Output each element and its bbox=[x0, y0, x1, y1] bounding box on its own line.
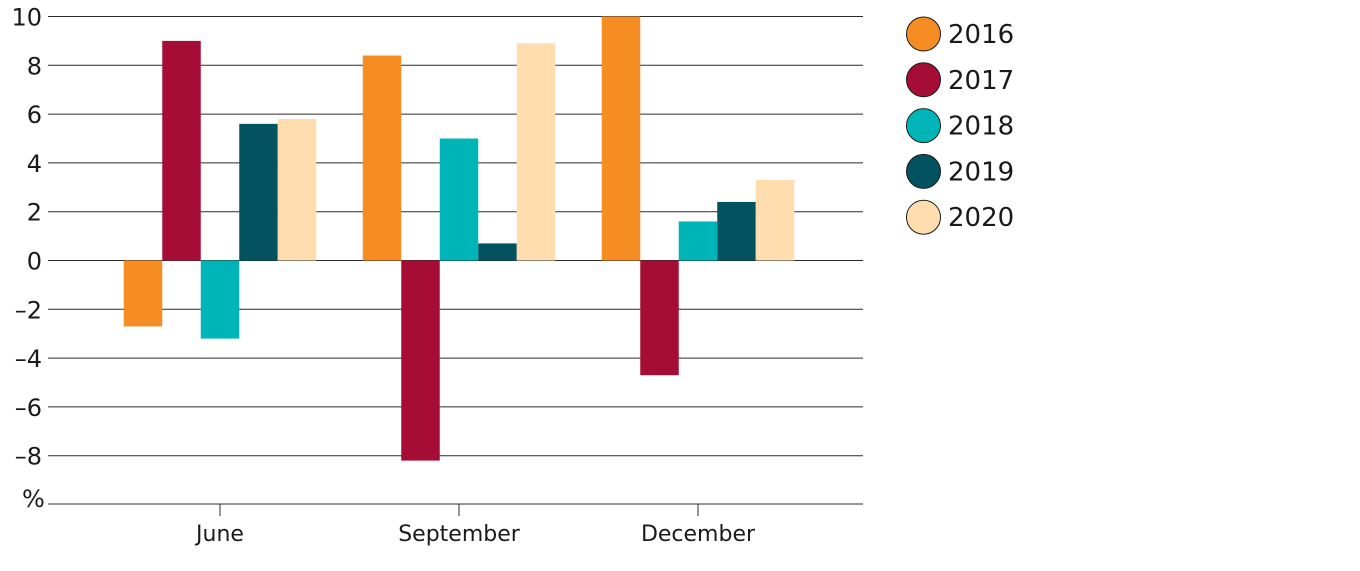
y-tick-label: –6 bbox=[15, 394, 42, 422]
category-labels: June September December bbox=[194, 522, 756, 547]
legend-swatch bbox=[906, 199, 941, 235]
bar-2020-september bbox=[516, 43, 556, 261]
bar-2020-december bbox=[755, 179, 795, 261]
y-tick-label: –4 bbox=[15, 345, 42, 373]
y-tick-label: 6 bbox=[27, 101, 42, 129]
category-label: December bbox=[641, 522, 756, 547]
category-label: June bbox=[194, 522, 244, 547]
bar-2017-december bbox=[640, 260, 679, 376]
bars bbox=[123, 16, 795, 461]
y-tick-label: –8 bbox=[15, 443, 42, 471]
category-label: September bbox=[398, 522, 521, 547]
legend-swatch bbox=[906, 153, 941, 189]
y-tick-label: –2 bbox=[15, 296, 42, 324]
legend-label: 2020 bbox=[948, 203, 1014, 233]
bar-2019-june bbox=[239, 123, 278, 261]
legend-label: 2016 bbox=[948, 20, 1014, 50]
legend-swatch bbox=[906, 16, 941, 52]
bar-2019-december bbox=[717, 201, 756, 261]
bar-2018-december bbox=[678, 221, 718, 261]
legend-swatch bbox=[906, 62, 941, 98]
legend: 2016 2017 2018 2019 2020 bbox=[906, 16, 1014, 235]
y-tick-labels: 10 8 6 4 2 0 –2 –4 –6 –8 bbox=[11, 4, 42, 471]
legend-label: 2018 bbox=[948, 112, 1014, 142]
bar-2016-june bbox=[123, 260, 163, 327]
y-tick-label: 2 bbox=[27, 199, 42, 227]
y-tick-label: 4 bbox=[27, 150, 42, 178]
bar-2016-december bbox=[601, 16, 641, 261]
bar-2017-september bbox=[401, 260, 440, 461]
bar-2018-september bbox=[439, 138, 479, 261]
legend-label: 2017 bbox=[948, 66, 1014, 96]
y-tick-label: 0 bbox=[27, 248, 42, 276]
bar-2018-june bbox=[200, 260, 240, 339]
legend-swatch bbox=[906, 108, 941, 144]
bar-2017-june bbox=[162, 40, 201, 261]
bar-2019-september bbox=[478, 243, 517, 261]
y-tick-label: 8 bbox=[27, 52, 42, 80]
y-tick-label: 10 bbox=[11, 4, 42, 32]
bar-2020-june bbox=[277, 118, 317, 261]
bar-2016-september bbox=[362, 55, 402, 261]
legend-label: 2019 bbox=[948, 157, 1014, 187]
y-unit-label: % bbox=[22, 485, 45, 513]
x-axis bbox=[48, 503, 863, 516]
